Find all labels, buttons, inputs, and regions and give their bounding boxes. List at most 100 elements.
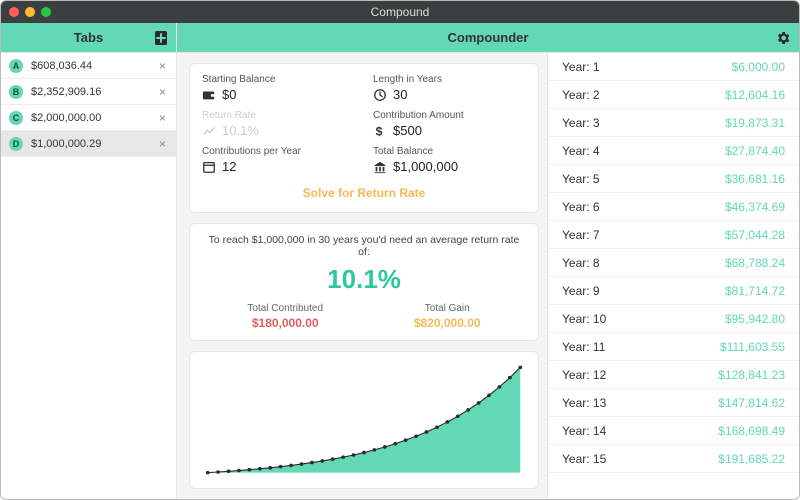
- chart-marker: [487, 393, 491, 397]
- close-tab-icon[interactable]: ×: [157, 137, 168, 151]
- inputs-card: Starting Balance $0 Length in Years 30 R…: [189, 63, 539, 213]
- year-value: $12,604.16: [725, 88, 785, 102]
- chart-marker: [404, 438, 408, 442]
- year-row[interactable]: Year: 2 $12,604.16: [548, 81, 799, 109]
- chart-marker: [289, 464, 293, 468]
- close-tab-icon[interactable]: ×: [157, 59, 168, 73]
- add-tab-button[interactable]: [154, 30, 168, 46]
- starting-balance-field[interactable]: Starting Balance $0: [202, 74, 355, 102]
- sidebar-tab[interactable]: D$1,000,000.29×: [1, 131, 176, 157]
- year-row[interactable]: Year: 11$111,603.55: [548, 333, 799, 361]
- sidebar-tab[interactable]: C$2,000,000.00×: [1, 105, 176, 131]
- chart-marker: [268, 466, 272, 470]
- result-card: To reach $1,000,000 in 30 years you'd ne…: [189, 223, 539, 341]
- year-value: $27,874.40: [725, 144, 785, 158]
- chart-marker: [435, 425, 439, 429]
- total-balance-field[interactable]: Total Balance $1,000,000: [373, 146, 526, 174]
- chart-marker: [456, 414, 460, 418]
- year-row[interactable]: Year: 1 $6,000.00: [548, 53, 799, 81]
- year-label: Year: 2: [562, 88, 600, 102]
- chart-marker: [383, 445, 387, 449]
- year-value: $168,698.49: [718, 424, 785, 438]
- svg-text:$: $: [376, 124, 383, 138]
- chart-marker: [362, 451, 366, 455]
- dollar-icon: $: [373, 124, 387, 138]
- close-tab-icon[interactable]: ×: [157, 111, 168, 125]
- settings-button[interactable]: [775, 30, 791, 51]
- year-value: $6,000.00: [732, 60, 785, 74]
- close-tab-icon[interactable]: ×: [157, 85, 168, 99]
- year-row[interactable]: Year: 3$19,873.31: [548, 109, 799, 137]
- chart-marker: [206, 471, 210, 475]
- year-row[interactable]: Year: 10$95,942.80: [548, 305, 799, 333]
- tab-badge-icon: A: [9, 59, 23, 73]
- year-value: $36,681.16: [725, 172, 785, 186]
- growth-chart: [189, 351, 539, 489]
- year-label: Year: 14: [562, 424, 606, 438]
- year-value: $81,714.72: [725, 284, 785, 298]
- chart-marker: [352, 453, 356, 457]
- tab-label: $2,352,909.16: [31, 86, 157, 98]
- sidebar-tab[interactable]: A $608,036.44×: [1, 53, 176, 79]
- window-title: Compound: [1, 5, 799, 19]
- year-value: $19,873.31: [725, 116, 785, 130]
- year-row[interactable]: Year: 4 $27,874.40: [548, 137, 799, 165]
- tab-list: A$608,036.44×B$2,352,909.16×C$2,000,000.…: [1, 53, 176, 499]
- sidebar-tab[interactable]: B $2,352,909.16×: [1, 79, 176, 105]
- solve-button[interactable]: Solve for Return Rate: [303, 186, 426, 200]
- year-row[interactable]: Year: 9$81,714.72: [548, 277, 799, 305]
- tab-label: $608,036.44: [31, 60, 157, 72]
- return-rate-field: Return Rate 10.1%: [202, 110, 355, 138]
- chart-marker: [237, 469, 241, 473]
- sidebar-title: Tabs: [74, 30, 103, 45]
- total-contributed-label: Total Contributed: [247, 303, 323, 314]
- main-header: Compounder: [177, 23, 799, 53]
- year-label: Year: 6: [562, 200, 600, 214]
- total-contributed-value: $180,000.00: [247, 316, 323, 330]
- year-row[interactable]: Year: 5$36,681.16: [548, 165, 799, 193]
- year-row[interactable]: Year: 7 $57,044.28: [548, 221, 799, 249]
- chart-marker: [310, 461, 314, 465]
- year-row[interactable]: Year: 12$128,841.23: [548, 361, 799, 389]
- year-row[interactable]: Year: 8$68,788.24: [548, 249, 799, 277]
- year-label: Year: 4: [562, 144, 600, 158]
- contribution-amount-field[interactable]: Contribution Amount $$500: [373, 110, 526, 138]
- chart-marker: [247, 468, 251, 472]
- chart-marker: [372, 448, 376, 452]
- main-panel: Compounder Starting Balance $0: [177, 23, 799, 499]
- chart-marker: [341, 455, 345, 459]
- chart-marker: [331, 457, 335, 461]
- year-value: $57,044.28: [725, 228, 785, 242]
- year-value: $95,942.80: [725, 312, 785, 326]
- year-label: Year: 1: [562, 60, 600, 74]
- length-years-field[interactable]: Length in Years 30: [373, 74, 526, 102]
- chart-area: [208, 367, 521, 472]
- chart-marker: [300, 462, 304, 466]
- result-percentage: 10.1%: [202, 264, 526, 295]
- year-value: $111,603.55: [720, 340, 785, 354]
- tab-badge-icon: C: [9, 111, 23, 125]
- chart-marker: [466, 408, 470, 412]
- chart-marker: [518, 366, 522, 370]
- year-label: Year: 8: [562, 256, 600, 270]
- calendar-icon: [202, 160, 216, 174]
- yearly-breakdown-list[interactable]: Year: 1 $6,000.00 Year: 2 $12,604.16 Year: 3…: [547, 53, 799, 499]
- year-row[interactable]: Year: 6$46,374.69: [548, 193, 799, 221]
- chart-marker: [216, 470, 220, 474]
- clock-icon: [373, 88, 387, 102]
- chart-marker: [320, 459, 324, 463]
- year-label: Year: 12: [562, 368, 606, 382]
- chart-marker: [425, 430, 429, 434]
- year-label: Year: 7: [562, 228, 600, 242]
- sidebar-header: Tabs: [1, 23, 176, 53]
- main-title: Compounder: [448, 30, 529, 45]
- contrib-per-year-field[interactable]: Contributions per Year 12: [202, 146, 355, 174]
- chart-marker: [279, 465, 283, 469]
- year-row[interactable]: Year: 13$147,814.62: [548, 389, 799, 417]
- year-row[interactable]: Year: 15$191,685.22: [548, 445, 799, 473]
- bank-icon: [373, 160, 387, 174]
- year-row[interactable]: Year: 14 $168,698.49: [548, 417, 799, 445]
- chart-marker: [393, 442, 397, 446]
- result-sentence: To reach $1,000,000 in 30 years you'd ne…: [202, 234, 526, 258]
- tab-badge-icon: B: [9, 85, 23, 99]
